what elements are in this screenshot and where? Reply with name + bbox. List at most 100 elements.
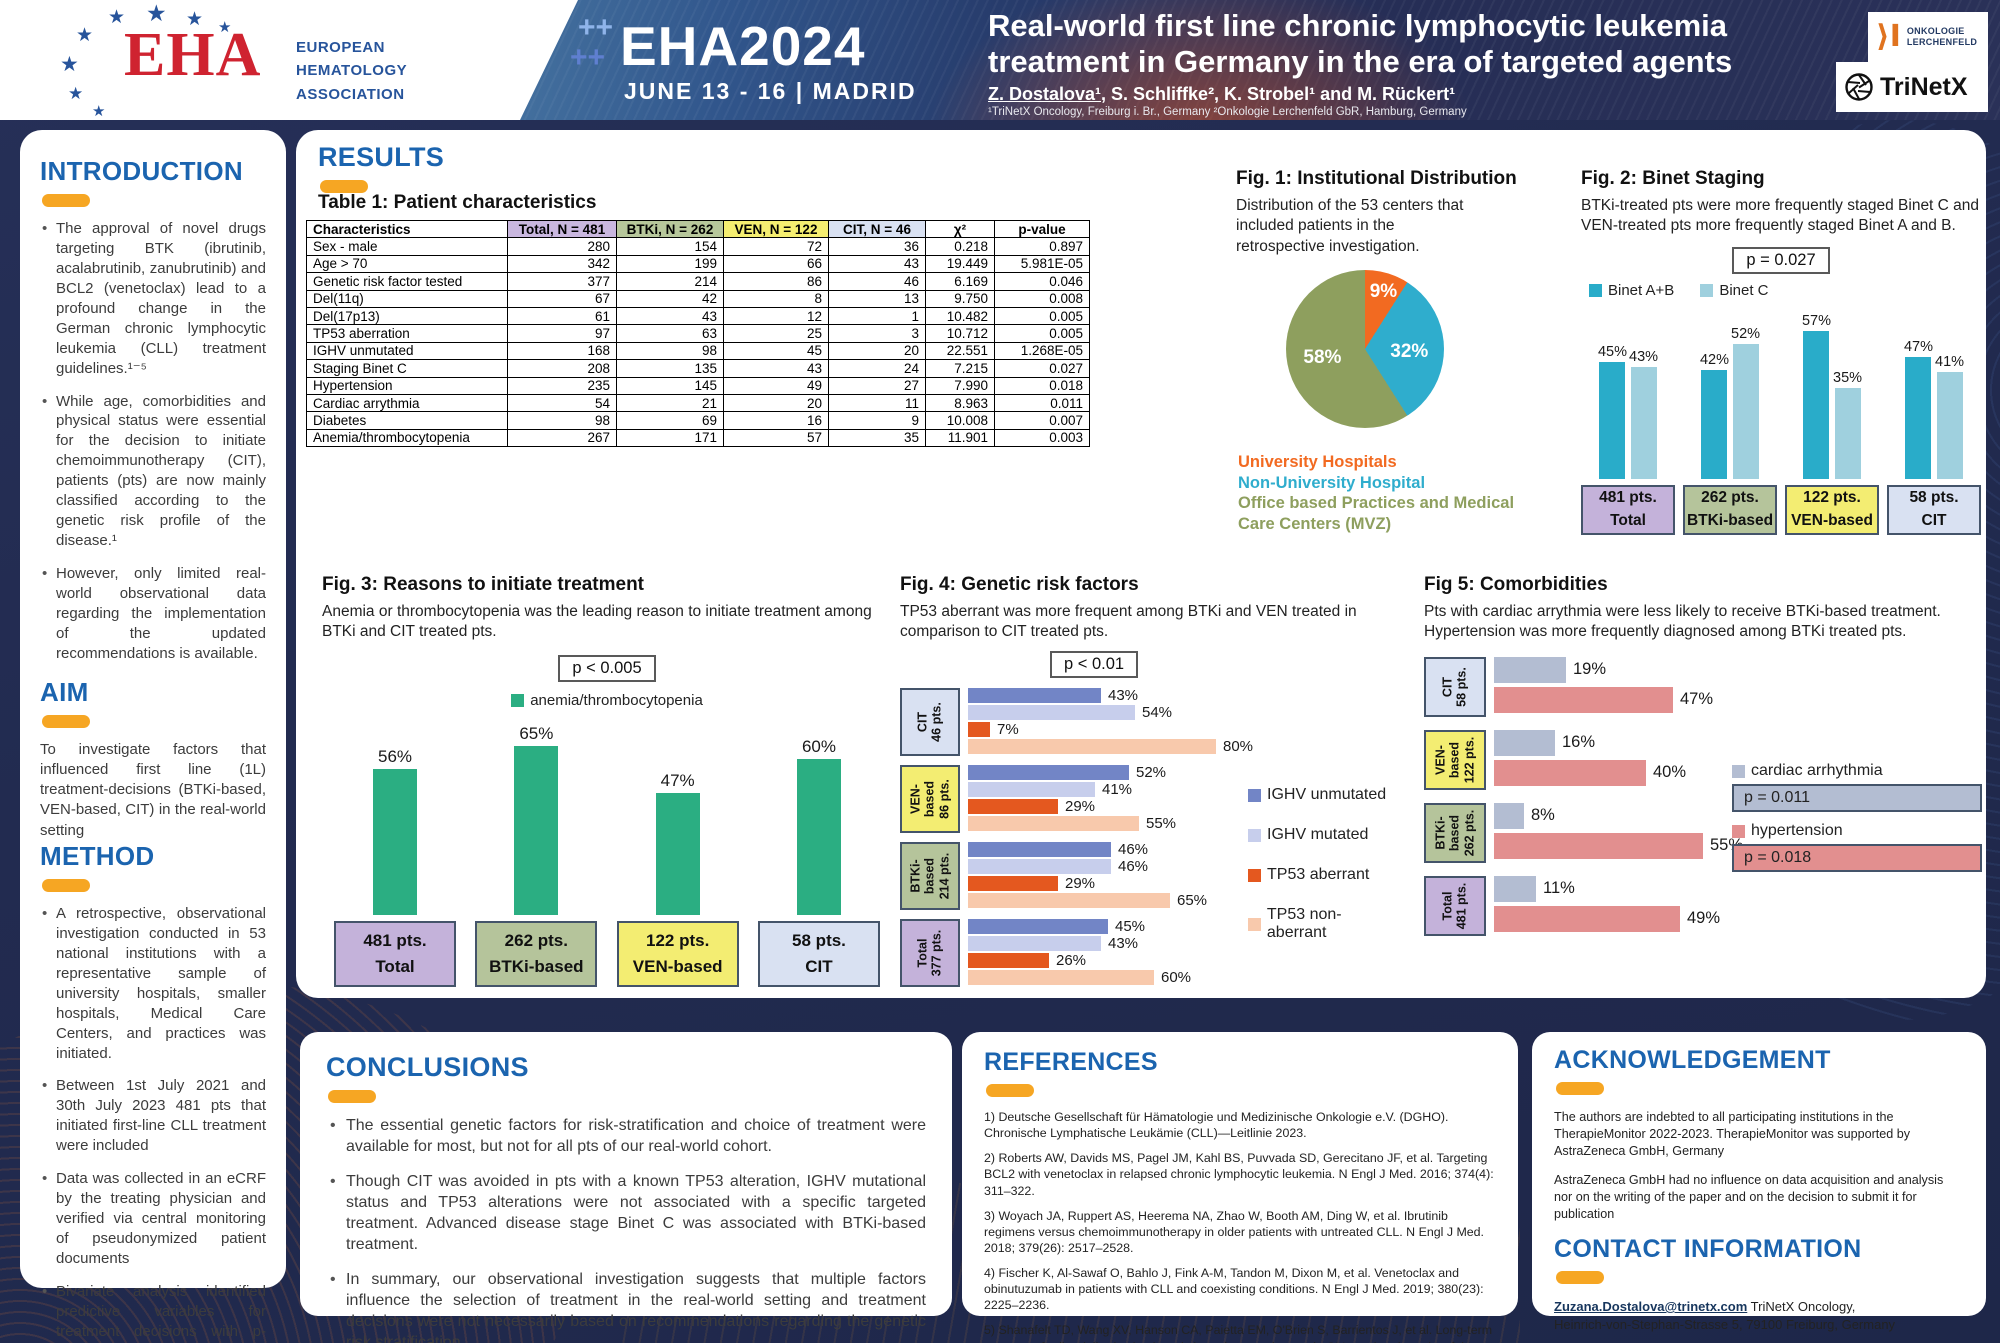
table-cell: 10.482 <box>925 306 995 326</box>
bar <box>1494 729 1555 756</box>
conclusions-box: CONCLUSIONS The essential genetic factor… <box>300 1032 952 1343</box>
introduction-bullet: However, only limited real-world observa… <box>40 564 266 664</box>
fig3-legend: anemia/thrombocytopenia <box>322 692 892 709</box>
table-cell: 342 <box>507 254 617 274</box>
table-column-header: Characteristics <box>306 219 508 239</box>
category-count: 46 pts. <box>930 702 944 742</box>
category-name: BTKi-based <box>489 956 584 976</box>
bar-value-label: 45% <box>1115 917 1146 935</box>
category-count: 122 pts. <box>1803 489 1861 507</box>
orange-dash <box>1556 1082 1604 1095</box>
bar-value-label: 46% <box>1118 840 1149 858</box>
bar-value-label: 47% <box>660 770 695 790</box>
bar <box>968 687 1101 703</box>
references-box: REFERENCES 1) Deutsche Gesellschaft für … <box>962 1032 1518 1343</box>
table-cell: 69 <box>616 411 724 430</box>
bar <box>1834 387 1861 479</box>
contact-heading: CONTACT INFORMATION <box>1554 1235 1862 1263</box>
table-cell: Diabetes <box>306 411 508 430</box>
table-cell: 98 <box>507 411 617 430</box>
category-count: 481 pts. <box>363 930 427 950</box>
bar-group: CIT 46 pts. 43% 54% 7% 80% <box>900 687 1400 756</box>
results-heading: RESULTS <box>318 142 445 172</box>
table-cell: 7.215 <box>925 359 995 378</box>
bar-value-label: 45% <box>1597 343 1627 360</box>
acknowledgement-paragraph: The authors are indebted to all particip… <box>1554 1110 1911 1158</box>
table-cell: 135 <box>616 359 724 378</box>
plus-decoration-icon: ++ <box>570 41 606 74</box>
contact-email-link[interactable]: Zuzana.Dostalova@trinetx.com <box>1554 1299 1748 1314</box>
bar <box>655 792 700 915</box>
table-row: Diabetes 98 69 16 9 10.008 0.007 <box>306 411 1090 430</box>
category-name: CIT <box>805 956 833 976</box>
legend-item: TP53 non-aberrant <box>1248 906 1400 942</box>
category-count: 481 pts. <box>1599 489 1657 507</box>
bar-value-label: 56% <box>377 746 413 766</box>
reference-item: 3) Woyach JA, Ruppert AS, Heerema NA, Zh… <box>984 1208 1484 1255</box>
category-name: CIT <box>1921 511 1947 529</box>
table-cell: 0.218 <box>925 237 995 256</box>
orange-dash <box>42 194 90 207</box>
bar-value-label: 42% <box>1699 351 1729 368</box>
patient-characteristics-table: Characteristics Total, N = 481 BTKi, N = 2… <box>306 219 1090 448</box>
star-icon: ★ <box>108 7 126 28</box>
bar-group: 47% 122 pts. VEN-based <box>616 719 739 987</box>
bar-value-label: 49% <box>1687 909 1721 928</box>
bar <box>968 952 1049 968</box>
table-cell: 63 <box>616 324 724 343</box>
table-column-header: χ² <box>925 219 995 239</box>
bar <box>1494 832 1703 859</box>
table-row: IGHV unmutated 168 98 45 20 22.551 1.268E-05 <box>306 341 1090 361</box>
table-cell: IGHV unmutated <box>306 341 508 361</box>
table-cell: 0.011 <box>994 393 1090 413</box>
bar-group: 45% 43% 481 pts. Total <box>1581 307 1675 535</box>
table-cell: 9 <box>828 411 926 430</box>
bar-value-label: 26% <box>1056 951 1087 969</box>
table-cell: 43 <box>723 359 829 378</box>
table-column-header: VEN, N = 122 <box>723 219 829 239</box>
pie-slice-label: 58% <box>1303 347 1342 369</box>
category-count: 122 pts. <box>646 930 710 950</box>
table-row: Genetic risk factor tested 377 214 86 46 6.16… <box>306 272 1090 291</box>
table-row: Cardiac arrythmia 54 21 20 11 8.963 0.011 <box>306 393 1090 413</box>
table-cell: 72 <box>723 237 829 256</box>
bar <box>968 841 1111 857</box>
bar <box>968 815 1139 831</box>
table-cell: 66 <box>723 254 829 274</box>
affiliations: ¹TriNetX Oncology, Freiburg i. Br., Germ… <box>988 106 1467 118</box>
table-cell: Staging Binet C <box>306 359 508 378</box>
table-cell: Age > 70 <box>306 254 508 274</box>
references-list: 1) Deutsche Gesellschaft für Hämatologie… <box>984 1109 1496 1343</box>
method-bullet: A retrospective, observational investiga… <box>40 904 266 1064</box>
table-cell: 12 <box>723 306 829 326</box>
legend-label: TP53 aberrant <box>1267 866 1370 883</box>
category-box: 58 pts. CIT <box>1887 484 1981 535</box>
table-cell: 5.981E-05 <box>994 254 1090 274</box>
table-cell: 267 <box>507 428 617 448</box>
table-cell: 19.449 <box>925 254 995 274</box>
fig5-hbar-chart: CIT 58 pts. 19% 47% VEN-based 122 pts. 16% 40% B… <box>1424 656 1984 936</box>
bar <box>1494 802 1524 829</box>
bar-group: 42% 52% 262 pts. BTKi-based <box>1683 307 1777 535</box>
fig2-description: BTKi-treated pts were more frequently st… <box>1581 197 1980 235</box>
legend-item: hypertension <box>1732 822 1982 840</box>
category-name: VEN-based <box>908 780 937 817</box>
fig5-comorbidities: Fig 5: Comorbidities Pts with cardiac ar… <box>1424 574 1984 949</box>
category-name: Total <box>1440 891 1455 921</box>
category-count: 58 pts. <box>792 930 846 950</box>
table-cell: 0.046 <box>994 272 1090 291</box>
bar-group: BTKi-based 262 pts. 8% 55% <box>1424 802 1984 863</box>
legend-label: TP53 non-aberrant <box>1266 906 1342 941</box>
category-box: BTKi-based 262 pts. <box>1424 802 1486 863</box>
table-column-header: BTKi, N = 262 <box>616 219 724 239</box>
category-box: 481 pts. Total <box>1581 484 1675 535</box>
bar <box>1494 656 1566 683</box>
category-box: Total 377 pts. <box>900 918 960 987</box>
category-count: 86 pts. <box>937 779 952 819</box>
legend-item: Binet A+B <box>1589 282 1674 299</box>
header-band: ++ ++ EHA2024 JUNE 13 - 16 | MADRID Real… <box>520 0 2000 120</box>
legend-item: TP53 aberrant <box>1248 866 1400 884</box>
category-box: 262 pts. BTKi-based <box>1683 484 1777 535</box>
reference-item: 1) Deutsche Gesellschaft für Hämatologie… <box>984 1110 1449 1141</box>
table-cell: TP53 aberration <box>306 324 508 343</box>
